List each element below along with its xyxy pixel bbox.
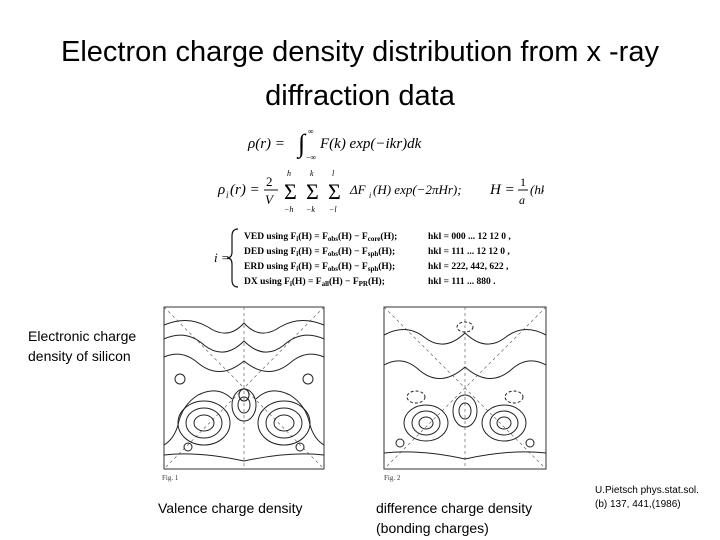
equation-rho-integral: ρ(r) = ∫ ∞ −∞ F(k) exp(−ikr)dk bbox=[214, 124, 544, 164]
svg-text:Σ: Σ bbox=[284, 179, 297, 204]
caption-valence: Valence charge density bbox=[158, 500, 303, 516]
svg-text:a: a bbox=[519, 193, 525, 207]
equation-cases: i = VED using Fi(H) = Fobs(H) − Fcore(H)… bbox=[214, 226, 544, 290]
equation-rho-sum: ρ i (r) = 2 V Σ h −h Σ k −k Σ l −l ΔF i … bbox=[214, 166, 544, 216]
svg-text:ρ: ρ bbox=[217, 182, 225, 198]
svg-text:∞: ∞ bbox=[308, 127, 314, 136]
svg-text:H =: H = bbox=[489, 182, 515, 198]
svg-text:hkl = 000 ... 12 12 0 ,: hkl = 000 ... 12 12 0 , bbox=[428, 232, 511, 242]
svg-text:Σ: Σ bbox=[306, 179, 319, 204]
svg-text:l: l bbox=[332, 169, 335, 178]
reference-citation: U.Pietsch phys.stat.sol.(b) 137, 441,(19… bbox=[595, 485, 699, 510]
svg-text:ERD using Fi(H) = Fobs(H) − F: ERD using Fi(H) = Fobs(H) − Fsph(H); bbox=[244, 261, 395, 273]
figure-1-label: Fig. 1 bbox=[162, 474, 179, 482]
slide-title: Electron charge density distribution fro… bbox=[61, 36, 659, 112]
figure-2-label: Fig. 2 bbox=[384, 474, 401, 482]
svg-text:V: V bbox=[265, 192, 275, 207]
svg-text:DED using Fi(H) = Fobs(H) − F: DED using Fi(H) = Fobs(H) − Fsph(H); bbox=[244, 246, 395, 258]
svg-text:Σ: Σ bbox=[328, 179, 341, 204]
figure-valence-contour: Fig. 1 bbox=[158, 305, 330, 483]
svg-text:−l: −l bbox=[329, 205, 337, 214]
svg-text:F(k) exp(−ikr)dk: F(k) exp(−ikr)dk bbox=[319, 136, 422, 152]
svg-text:1: 1 bbox=[520, 175, 526, 189]
svg-text:hkl = 222, 442, 622 ,: hkl = 222, 442, 622 , bbox=[428, 262, 509, 272]
svg-text:−∞: −∞ bbox=[306, 153, 317, 162]
svg-text:hkl = 111 ... 880 .: hkl = 111 ... 880 . bbox=[428, 277, 495, 287]
svg-text:ΔF: ΔF bbox=[349, 182, 367, 197]
svg-text:∫: ∫ bbox=[296, 129, 307, 159]
svg-text:h: h bbox=[287, 169, 291, 178]
svg-text:ρ(r) =: ρ(r) = bbox=[247, 136, 285, 152]
svg-text:−h: −h bbox=[284, 205, 293, 214]
svg-text:VED using Fi(H) = Fobs(H) − F: VED using Fi(H) = Fobs(H) − Fcore(H); bbox=[244, 231, 397, 243]
svg-text:(r) =: (r) = bbox=[230, 182, 260, 198]
figure-difference-contour: Fig. 2 bbox=[380, 305, 552, 483]
svg-text:k: k bbox=[310, 169, 314, 178]
svg-text:(H) exp(−2πHr);: (H) exp(−2πHr); bbox=[373, 182, 462, 197]
svg-text:DX using Fi(H) = Fall(H) − F: DX using Fi(H) = Fall(H) − FPR(H); bbox=[244, 276, 385, 288]
svg-text:(hkl): (hkl) bbox=[530, 182, 544, 197]
svg-text:−k: −k bbox=[306, 205, 315, 214]
svg-text:i =: i = bbox=[214, 250, 230, 265]
svg-text:i: i bbox=[226, 190, 229, 200]
side-label: Electronic charge density of silicon bbox=[28, 328, 137, 364]
svg-text:hkl = 111 ... 12 12 0 ,: hkl = 111 ... 12 12 0 , bbox=[428, 247, 510, 257]
svg-text:2: 2 bbox=[266, 174, 273, 189]
caption-difference: difference charge density (bonding charg… bbox=[376, 500, 533, 536]
svg-text:i: i bbox=[369, 191, 371, 200]
